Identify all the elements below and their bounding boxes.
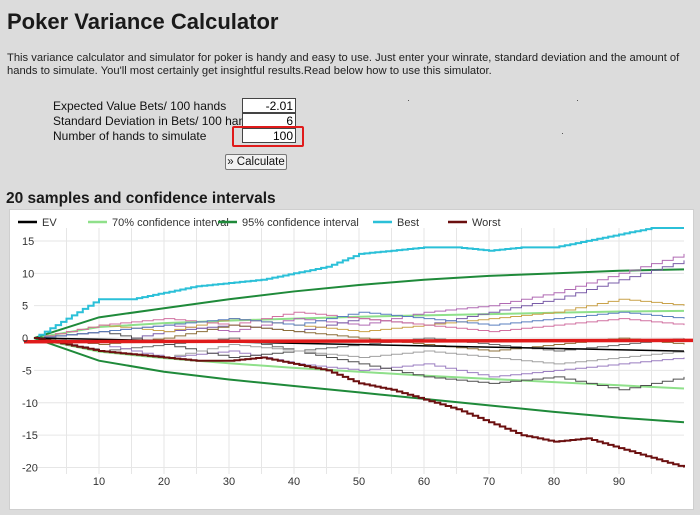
red-annotation-line: [23, 338, 693, 344]
calculate-button[interactable]: » Calculate: [225, 154, 287, 170]
highlight-annotation-box: [232, 126, 304, 147]
y-tick-label: -15: [22, 430, 38, 442]
series-95-confidence-interval: [33, 337, 685, 424]
x-tick-label: 80: [548, 476, 560, 488]
series-sample-14: [34, 311, 685, 339]
legend-label: 70% confidence interval: [112, 217, 229, 229]
ev-input[interactable]: [242, 98, 296, 113]
chart-panel: 15 10 5 0 -5 -10 -15 -20 10 20 30 40 50 60 70 80 90 EV 70…: [9, 209, 694, 510]
x-tick-label: 60: [418, 476, 430, 488]
stray-dot: [577, 100, 578, 101]
stray-dot: [408, 100, 409, 101]
y-tick-label: -10: [22, 398, 38, 410]
legend-label: Worst: [472, 217, 501, 229]
legend-label: EV: [42, 217, 57, 229]
x-tick-label: 40: [288, 476, 300, 488]
hands-label: Number of hands to simulate: [53, 129, 207, 143]
series-best: [34, 227, 684, 340]
series-sample-9: [34, 298, 685, 339]
series-sample-16: [34, 311, 685, 339]
chart-legend: EV 70% confidence interval 95% confidence …: [18, 217, 501, 229]
y-tick-label: -5: [22, 365, 32, 377]
x-tick-label: 20: [158, 476, 170, 488]
y-tick-label: 15: [22, 236, 34, 248]
x-tick-label: 90: [613, 476, 625, 488]
series-95-confidence-interval: [33, 268, 685, 340]
sd-label: Standard Deviation in Bets/ 100 hands: [53, 114, 258, 128]
y-tick-label: 10: [22, 268, 34, 280]
x-tick-label: 10: [93, 476, 105, 488]
series-worst: [34, 337, 685, 468]
page-title: Poker Variance Calculator: [7, 9, 279, 34]
section-title: 20 samples and confidence intervals: [6, 190, 276, 207]
ev-label: Expected Value Bets/ 100 hands: [53, 99, 227, 113]
legend-label: Best: [397, 217, 419, 229]
y-tick-label: 0: [22, 333, 28, 345]
x-tick-label: 50: [353, 476, 365, 488]
y-tick-label: 5: [22, 301, 28, 313]
intro-text: This variance calculator and simulator f…: [7, 52, 680, 77]
chart-annotation: [23, 338, 693, 344]
stray-dot: [562, 133, 563, 134]
hands-input[interactable]: [242, 128, 296, 143]
x-tick-label: 70: [483, 476, 495, 488]
series-sample-11: [34, 337, 685, 378]
x-tick-label: 30: [223, 476, 235, 488]
legend-label: 95% confidence interval: [242, 217, 359, 229]
y-tick-label: -20: [22, 463, 38, 475]
series-70-confidence-interval: [33, 309, 685, 340]
